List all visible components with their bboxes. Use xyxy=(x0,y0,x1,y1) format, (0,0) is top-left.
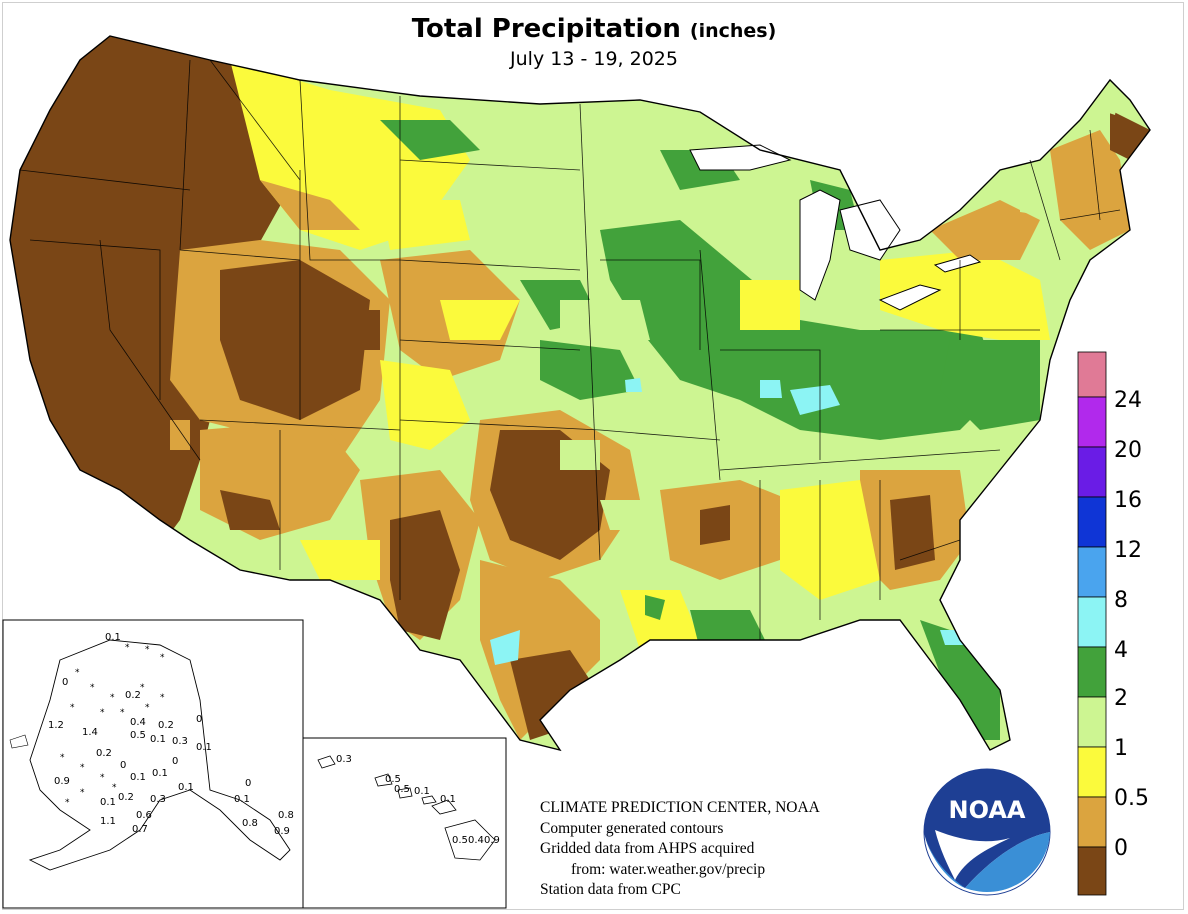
alaska-value: 1.4 xyxy=(82,727,98,738)
legend-swatch xyxy=(1077,696,1107,748)
legend-label: 2 xyxy=(1114,686,1128,711)
alaska-value: 0 xyxy=(120,760,126,771)
svg-text:*: * xyxy=(120,708,125,718)
svg-text:*: * xyxy=(65,798,70,808)
alaska-inset: 0.1 0 0.2 1.2 1.4 0.4 0.2 0.5 0.1 0.3 0 … xyxy=(2,619,304,909)
hawaii-value: 0.5 xyxy=(394,784,410,795)
legend-swatch xyxy=(1077,646,1107,698)
noaa-logo: NOAA xyxy=(923,768,1051,896)
conus-map xyxy=(9,35,1151,752)
alaska-value: 0.1 xyxy=(130,772,146,783)
svg-text:*: * xyxy=(80,788,85,798)
alaska-value: 0.6 xyxy=(136,810,152,821)
alaska-value: 0 xyxy=(62,677,68,688)
svg-text:*: * xyxy=(160,693,165,703)
hawaii-value: 0.5 xyxy=(385,774,401,785)
alaska-value: 0.2 xyxy=(158,720,174,731)
credits-line: Gridded data from AHPS acquired xyxy=(540,840,755,857)
legend-label: 16 xyxy=(1114,488,1142,513)
svg-text:*: * xyxy=(75,668,80,678)
svg-text:*: * xyxy=(90,683,95,693)
hawaii-inset: 0.3 0.5 0.5 0.1 0.1 0.5 0.4 0.9 xyxy=(302,737,507,909)
legend-swatch xyxy=(1077,796,1107,848)
alaska-value: 0.1 xyxy=(105,632,121,643)
svg-text:*: * xyxy=(60,753,65,763)
alaska-value: 0 xyxy=(196,714,202,725)
legend-label: 12 xyxy=(1114,538,1142,563)
hawaii-value: 0.1 xyxy=(414,786,430,797)
svg-text:*: * xyxy=(145,703,150,713)
credits-line: from: water.weather.gov/precip xyxy=(571,860,766,878)
svg-text:*: * xyxy=(100,773,105,783)
legend-label: 24 xyxy=(1114,388,1142,413)
map-title: Total Precipitation (inches) xyxy=(0,14,1188,44)
credits-line: Computer generated contours xyxy=(540,819,724,837)
alaska-station-marks: *** *** * * * *** *** * ** xyxy=(60,643,165,808)
credits-line: CLIMATE PREDICTION CENTER, NOAA xyxy=(540,799,820,816)
svg-text:*: * xyxy=(160,653,165,663)
alaska-value: 0.2 xyxy=(125,690,141,701)
alaska-value: 0.4 xyxy=(130,717,146,728)
legend-colorbar xyxy=(1077,351,1107,896)
alaska-value: 0.9 xyxy=(54,776,70,787)
legend-swatch xyxy=(1077,596,1107,648)
alaska-value: 0.2 xyxy=(96,748,112,759)
legend-label: 20 xyxy=(1114,438,1142,463)
alaska-value: 0.1 xyxy=(234,794,250,805)
alaska-value: 0.8 xyxy=(278,810,294,821)
alaska-value: 0.3 xyxy=(172,736,188,747)
hawaii-value: 0.4 xyxy=(468,835,484,846)
credits-line: Station data from CPC xyxy=(540,881,681,898)
legend-swatch xyxy=(1077,546,1107,598)
svg-text:*: * xyxy=(110,693,115,703)
hawaii-value: 0.3 xyxy=(336,754,352,765)
alaska-value: 0.8 xyxy=(242,818,258,829)
legend-label: 1 xyxy=(1114,736,1128,761)
svg-text:*: * xyxy=(145,645,150,655)
svg-text:*: * xyxy=(125,643,130,653)
legend-swatch xyxy=(1077,351,1107,398)
legend-label: 8 xyxy=(1114,588,1128,613)
alaska-value: 1.2 xyxy=(48,720,64,731)
alaska-value: 0.1 xyxy=(150,734,166,745)
svg-text:*: * xyxy=(100,708,105,718)
alaska-value: 0 xyxy=(245,778,251,789)
hawaii-value: 0.5 xyxy=(452,835,468,846)
alaska-value: 0.1 xyxy=(196,742,212,753)
legend-swatch xyxy=(1077,396,1107,448)
legend-label: 4 xyxy=(1114,638,1128,663)
legend-swatch xyxy=(1077,746,1107,798)
alaska-value: 0.2 xyxy=(118,792,134,803)
legend-swatch xyxy=(1077,446,1107,498)
alaska-value: 0 xyxy=(172,756,178,767)
credits-block: CLIMATE PREDICTION CENTER, NOAA Computer… xyxy=(540,798,820,901)
hawaii-value: 0.1 xyxy=(440,794,456,805)
svg-text:*: * xyxy=(140,683,145,693)
title-units: (inches) xyxy=(689,20,777,42)
legend-label: 0 xyxy=(1114,836,1128,861)
legend-swatch xyxy=(1077,496,1107,548)
alaska-value: 0.1 xyxy=(152,768,168,779)
alaska-value: 0.1 xyxy=(100,797,116,808)
svg-text:*: * xyxy=(80,763,85,773)
alaska-value: 0.7 xyxy=(132,824,148,835)
alaska-value: 0.5 xyxy=(130,730,146,741)
alaska-value: 0.3 xyxy=(150,794,166,805)
svg-text:*: * xyxy=(112,783,117,793)
alaska-value: 0.1 xyxy=(178,782,194,793)
alaska-value: 1.1 xyxy=(100,816,116,827)
date-range: July 13 - 19, 2025 xyxy=(510,48,678,70)
alaska-value: 0.9 xyxy=(274,826,290,837)
title-main: Total Precipitation xyxy=(411,14,681,44)
noaa-logo-text: NOAA xyxy=(949,796,1026,824)
legend-swatch xyxy=(1077,846,1107,896)
svg-text:*: * xyxy=(70,703,75,713)
legend-label: 0.5 xyxy=(1114,786,1149,811)
hawaii-value: 0.9 xyxy=(484,835,500,846)
